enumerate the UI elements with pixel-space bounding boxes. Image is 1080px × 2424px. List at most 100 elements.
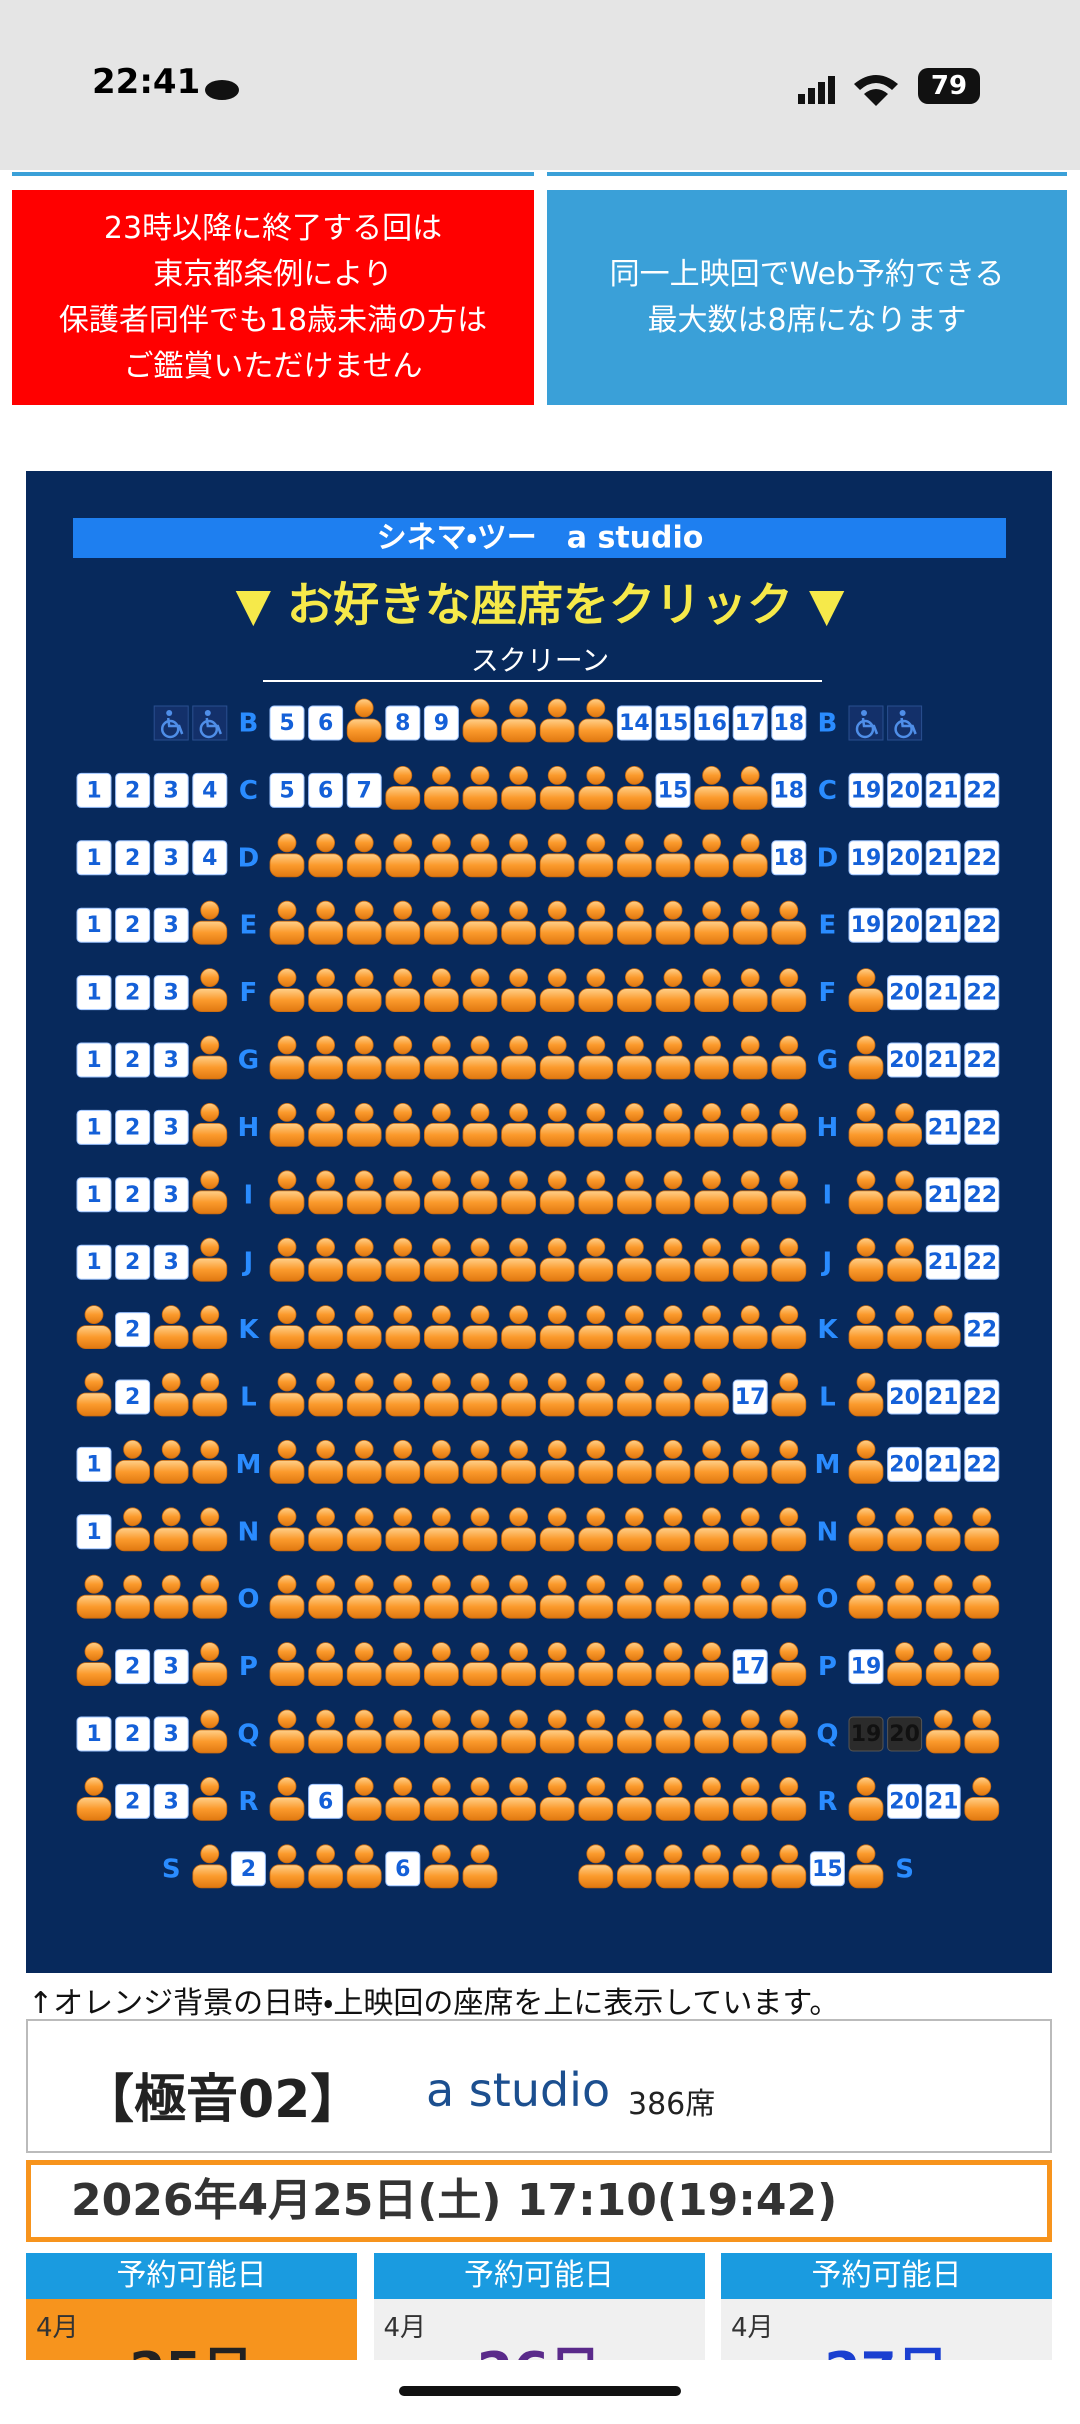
seat[interactable]: 1 [76, 1514, 112, 1550]
seat[interactable]: 5 [269, 705, 305, 741]
seat[interactable]: 3 [153, 1649, 189, 1685]
seat[interactable]: 22 [964, 1446, 1000, 1482]
seat[interactable]: 18 [771, 705, 807, 741]
seat[interactable]: 2 [115, 1109, 151, 1145]
seat[interactable]: 21 [925, 1042, 961, 1078]
seat[interactable]: 1 [76, 1716, 112, 1752]
seat[interactable]: 1 [76, 772, 112, 808]
seat[interactable]: 17 [732, 1379, 768, 1415]
seat[interactable]: 1 [76, 1042, 112, 1078]
seat[interactable]: 20 [887, 840, 923, 876]
seat[interactable]: 2 [115, 1042, 151, 1078]
seat[interactable]: 6 [308, 772, 344, 808]
seat[interactable]: 2 [115, 975, 151, 1011]
seat[interactable]: 2 [115, 1783, 151, 1819]
seat[interactable]: 2 [115, 1716, 151, 1752]
seat[interactable]: 17 [732, 705, 768, 741]
seat[interactable]: 16 [694, 705, 730, 741]
seat[interactable]: 7 [346, 772, 382, 808]
seat[interactable]: 20 [887, 975, 923, 1011]
person-body [346, 1729, 382, 1754]
seat[interactable]: 19 [848, 772, 884, 808]
seat[interactable]: 3 [153, 1716, 189, 1752]
seat[interactable]: 22 [964, 1244, 1000, 1280]
seat[interactable]: 21 [925, 1177, 961, 1213]
seat[interactable]: 15 [655, 705, 691, 741]
seat[interactable]: 21 [925, 1379, 961, 1415]
seat[interactable]: 14 [616, 705, 652, 741]
seat[interactable]: 6 [308, 705, 344, 741]
seat[interactable]: 15 [809, 1851, 845, 1887]
seat[interactable]: 21 [925, 1446, 961, 1482]
seat[interactable]: 22 [964, 1379, 1000, 1415]
seat[interactable]: 4 [192, 772, 228, 808]
seat[interactable]: 19 [848, 907, 884, 943]
seat[interactable]: 20 [887, 772, 923, 808]
seat[interactable]: 4 [192, 840, 228, 876]
seat[interactable]: 21 [925, 1783, 961, 1819]
seat[interactable]: 22 [964, 975, 1000, 1011]
seat[interactable]: 19 [848, 840, 884, 876]
seat[interactable]: 20 [887, 1379, 923, 1415]
seat[interactable]: 3 [153, 772, 189, 808]
seat[interactable]: 22 [964, 1109, 1000, 1145]
seat[interactable]: 2 [230, 1851, 266, 1887]
seat[interactable]: 6 [385, 1851, 421, 1887]
seat[interactable]: 2 [115, 907, 151, 943]
seat[interactable]: 2 [115, 1649, 151, 1685]
seat[interactable]: 1 [76, 840, 112, 876]
date-tab[interactable]: 予約可能日4月26日 [373, 2253, 705, 2360]
seat[interactable]: 21 [925, 772, 961, 808]
seat[interactable]: 6 [308, 1783, 344, 1819]
seat[interactable]: 22 [964, 840, 1000, 876]
seat[interactable]: 21 [925, 975, 961, 1011]
seat-number: 22 [966, 981, 997, 1006]
seat[interactable]: 2 [115, 772, 151, 808]
seat[interactable]: 21 [925, 1244, 961, 1280]
seat[interactable]: 9 [423, 705, 459, 741]
seat[interactable]: 22 [964, 772, 1000, 808]
seat[interactable]: 5 [269, 772, 305, 808]
date-tab[interactable]: 予約可能日4月25日 [26, 2253, 357, 2360]
seat[interactable]: 1 [76, 1177, 112, 1213]
seat[interactable]: 3 [153, 975, 189, 1011]
seat[interactable]: 1 [76, 907, 112, 943]
seat[interactable]: 1 [76, 1446, 112, 1482]
seat[interactable]: 22 [964, 907, 1000, 943]
seat[interactable]: 2 [115, 840, 151, 876]
date-tab[interactable]: 予約可能日4月27日 [721, 2253, 1052, 2360]
seat[interactable]: 21 [925, 907, 961, 943]
seat[interactable]: 2 [115, 1312, 151, 1348]
seat[interactable]: 17 [732, 1649, 768, 1685]
seat[interactable]: 20 [887, 1446, 923, 1482]
seat[interactable]: 18 [771, 840, 807, 876]
seat[interactable]: 3 [153, 1042, 189, 1078]
seat[interactable]: 18 [771, 772, 807, 808]
seat[interactable]: 15 [655, 772, 691, 808]
seat[interactable]: 21 [925, 1109, 961, 1145]
person-body [192, 1055, 228, 1080]
seat[interactable]: 20 [887, 1042, 923, 1078]
seat[interactable]: 22 [964, 1177, 1000, 1213]
seat[interactable]: 1 [76, 975, 112, 1011]
person-head [431, 1372, 451, 1392]
seat[interactable]: 3 [153, 1783, 189, 1819]
seat[interactable]: 2 [115, 1177, 151, 1213]
seat[interactable]: 1 [76, 1244, 112, 1280]
seat[interactable]: 2 [115, 1244, 151, 1280]
seat[interactable]: 20 [887, 907, 923, 943]
person-head [277, 1844, 297, 1864]
seat[interactable]: 3 [153, 907, 189, 943]
seat[interactable]: 19 [848, 1649, 884, 1685]
seat[interactable]: 22 [964, 1312, 1000, 1348]
seat[interactable]: 3 [153, 1177, 189, 1213]
seat[interactable]: 20 [887, 1783, 923, 1819]
seat[interactable]: 1 [76, 1109, 112, 1145]
seat[interactable]: 21 [925, 840, 961, 876]
seat[interactable]: 22 [964, 1042, 1000, 1078]
seat[interactable]: 3 [153, 1244, 189, 1280]
seat[interactable]: 3 [153, 840, 189, 876]
seat[interactable]: 2 [115, 1379, 151, 1415]
seat[interactable]: 3 [153, 1109, 189, 1145]
seat[interactable]: 8 [385, 705, 421, 741]
